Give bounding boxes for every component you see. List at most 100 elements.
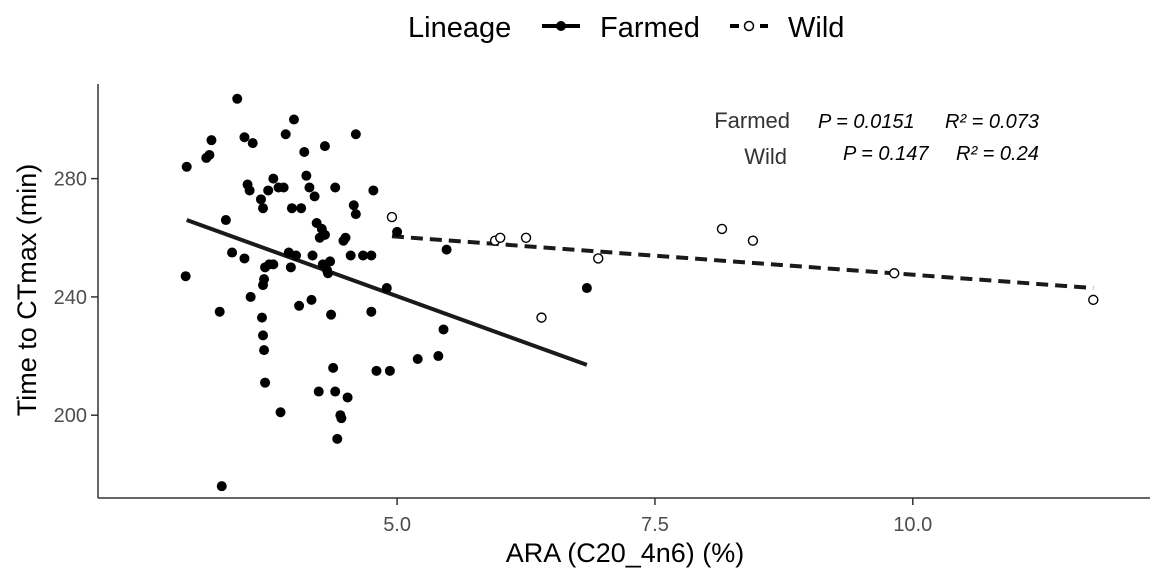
point-farmed xyxy=(438,324,449,335)
annotation-farmed-label: Farmed xyxy=(714,108,790,133)
annotation-wild-r2: R² = 0.24 xyxy=(956,143,1039,165)
point-farmed xyxy=(244,185,255,196)
point-farmed xyxy=(313,386,324,397)
point-farmed xyxy=(340,232,351,243)
annotation-farmed-r2: R² = 0.073 xyxy=(945,111,1039,133)
point-farmed xyxy=(332,433,343,444)
point-farmed xyxy=(206,135,217,146)
point-farmed xyxy=(336,413,347,424)
x-tick-label: 5.0 xyxy=(383,514,411,536)
annotation-wild-p: P = 0.147 xyxy=(843,143,929,165)
x-tick-label: 10.0 xyxy=(893,514,932,536)
point-farmed xyxy=(268,173,279,184)
legend-title: Lineage xyxy=(408,12,511,44)
point-farmed xyxy=(214,306,225,317)
point-farmed xyxy=(371,365,382,376)
point-farmed xyxy=(325,256,336,267)
point-farmed xyxy=(345,250,356,261)
point-farmed xyxy=(239,132,250,143)
y-tick-label: 240 xyxy=(54,287,87,309)
point-farmed xyxy=(285,262,296,273)
x-axis-label: ARA (C20_4n6) (%) xyxy=(506,538,745,568)
point-farmed xyxy=(307,250,318,261)
fit-line-wild xyxy=(391,234,1094,291)
point-farmed xyxy=(216,481,227,492)
point-farmed xyxy=(350,209,361,220)
annotation-wild-label: Wild xyxy=(744,144,787,169)
point-farmed xyxy=(268,259,279,270)
y-tick-label: 200 xyxy=(54,405,87,427)
point-farmed xyxy=(258,330,269,341)
annotation-farmed-p: P = 0.0151 xyxy=(818,111,915,133)
point-farmed xyxy=(275,407,286,418)
point-wild xyxy=(716,223,728,235)
point-farmed xyxy=(288,114,299,125)
point-farmed xyxy=(441,244,452,255)
legend-wild-label: Wild xyxy=(788,12,844,44)
point-farmed xyxy=(260,377,271,388)
point-farmed xyxy=(256,312,267,323)
point-farmed xyxy=(381,283,392,294)
point-wild xyxy=(889,268,900,279)
point-farmed xyxy=(239,253,250,264)
point-farmed xyxy=(227,247,238,258)
point-farmed xyxy=(259,345,270,356)
legend: Lineage Farmed Wild xyxy=(408,12,844,44)
point-farmed xyxy=(294,300,305,311)
stats-annotation: Farmed P = 0.0151 R² = 0.073 Wild P = 0.… xyxy=(714,108,1039,169)
point-farmed xyxy=(366,306,377,317)
point-farmed xyxy=(433,351,444,362)
point-farmed xyxy=(201,152,212,163)
legend-wild-marker xyxy=(743,20,755,32)
point-farmed xyxy=(384,365,395,376)
point-farmed xyxy=(278,182,289,193)
legend-item-farmed: Farmed xyxy=(542,12,700,44)
point-farmed xyxy=(368,185,379,196)
point-farmed xyxy=(392,226,403,237)
point-farmed xyxy=(301,170,312,181)
point-farmed xyxy=(350,129,361,140)
point-farmed xyxy=(245,291,256,302)
point-farmed xyxy=(581,283,592,294)
point-farmed xyxy=(232,93,243,104)
point-farmed xyxy=(258,203,269,214)
point-farmed xyxy=(319,141,330,152)
point-farmed xyxy=(220,215,231,226)
point-farmed xyxy=(322,268,333,279)
point-wild xyxy=(593,253,604,264)
point-farmed xyxy=(328,362,339,373)
point-farmed xyxy=(309,191,320,202)
point-farmed xyxy=(330,386,341,397)
y-ticks: 200 240 280 xyxy=(54,169,98,427)
legend-farmed-label: Farmed xyxy=(600,12,700,44)
data-points xyxy=(180,93,1099,492)
point-farmed xyxy=(258,280,269,291)
point-farmed xyxy=(306,294,317,305)
point-farmed xyxy=(366,250,377,261)
point-farmed xyxy=(263,185,274,196)
point-farmed xyxy=(280,129,291,140)
point-wild xyxy=(386,211,398,223)
point-farmed xyxy=(304,182,315,193)
point-wild xyxy=(520,232,532,243)
axes xyxy=(97,84,1150,499)
point-farmed xyxy=(181,161,192,172)
legend-item-wild: Wild xyxy=(730,12,844,44)
point-farmed xyxy=(342,392,353,403)
point-wild xyxy=(1088,294,1099,306)
point-farmed xyxy=(255,194,266,205)
x-tick-label: 7.5 xyxy=(641,514,669,536)
x-ticks: 5.0 7.5 10.0 xyxy=(383,498,932,536)
legend-farmed-marker xyxy=(556,21,566,31)
y-tick-label: 280 xyxy=(54,169,87,191)
point-farmed xyxy=(299,147,310,158)
point-farmed xyxy=(412,354,423,365)
point-farmed xyxy=(358,250,369,261)
point-farmed xyxy=(247,138,258,149)
point-farmed xyxy=(348,200,359,211)
point-wild xyxy=(747,235,759,246)
point-wild xyxy=(495,232,506,243)
point-farmed xyxy=(296,203,307,214)
point-farmed xyxy=(286,203,297,214)
